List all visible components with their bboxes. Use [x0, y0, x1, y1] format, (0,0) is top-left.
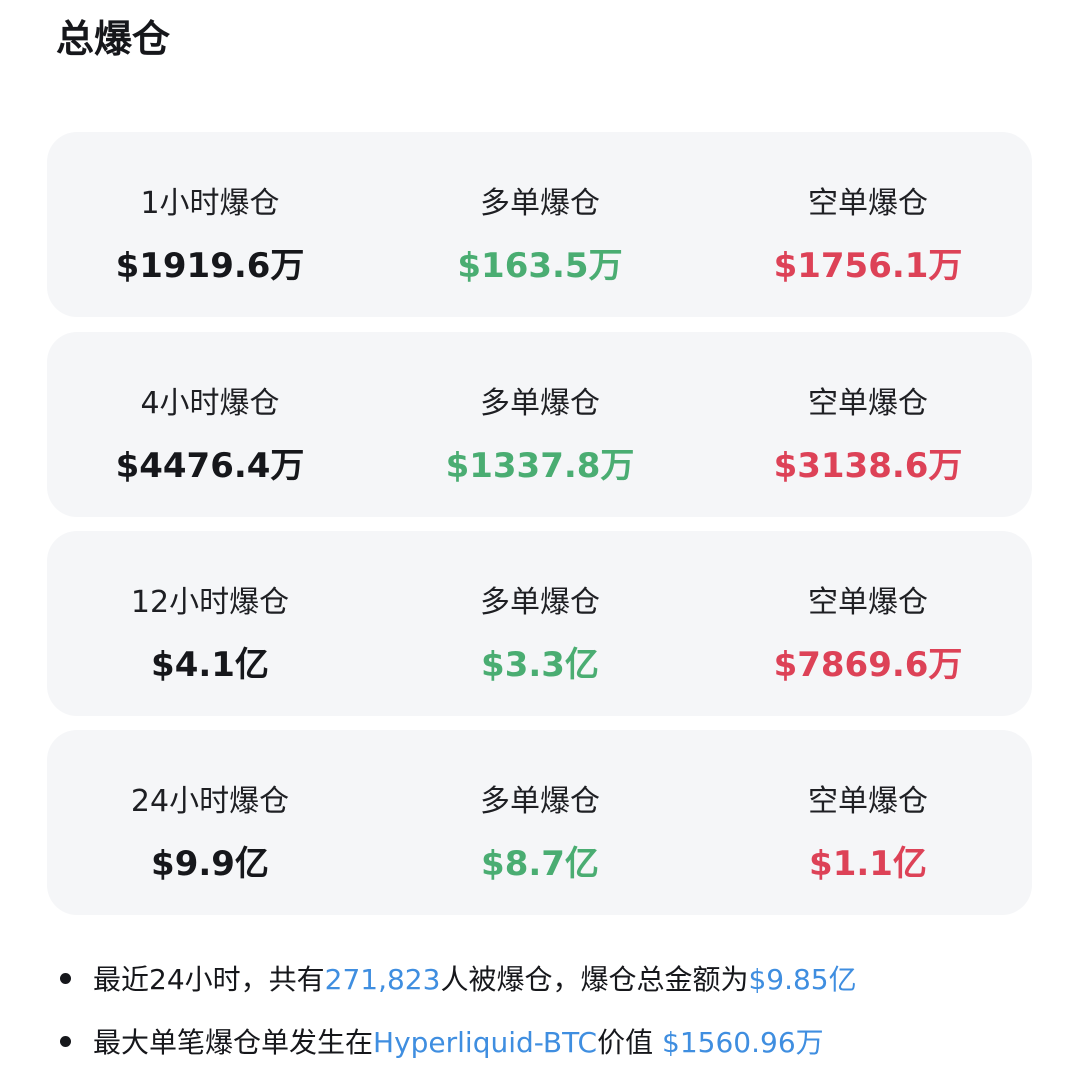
note-text: 最近24小时，共有 [93, 963, 325, 996]
stat-label: 多单爆仓 [480, 186, 600, 221]
largest-order-value: $1560.96万 [662, 1026, 824, 1059]
exchange-pair-link[interactable]: Hyperliquid-BTC [373, 1026, 598, 1059]
note-text: 最大单笔爆仓单发生在 [93, 1026, 374, 1059]
stat-value: $1919.6万 [115, 246, 305, 286]
stat-label: 空单爆仓 [808, 585, 928, 620]
total-amount: $9.85亿 [748, 963, 857, 996]
stat-label: 空单爆仓 [808, 784, 928, 819]
note-24h-summary: 最近24小时，共有271,823人被爆仓，爆仓总金额为$9.85亿 [60, 958, 857, 998]
stat-label: 1小时爆仓 [140, 186, 280, 221]
stat-value: $3.3亿 [481, 645, 599, 685]
stat-value: $4476.4万 [115, 446, 305, 486]
liquidated-count: 271,823 [324, 963, 441, 996]
stat-label: 12小时爆仓 [130, 585, 290, 620]
stat-value: $8.7亿 [481, 844, 599, 884]
note-text: 价值 [597, 1026, 663, 1059]
note-text: 人被爆仓，爆仓总金额为 [440, 963, 749, 996]
page-title: 总爆仓 [56, 17, 171, 61]
stat-value: $1756.1万 [773, 246, 963, 286]
stat-label: 空单爆仓 [808, 186, 928, 221]
stat-value: $3138.6万 [773, 446, 963, 486]
stat-value: $9.9亿 [151, 844, 269, 884]
stat-label: 4小时爆仓 [140, 386, 280, 421]
stat-label: 空单爆仓 [808, 386, 928, 421]
bullet-icon [60, 1035, 71, 1047]
liquidation-card: 24小时爆仓 $9.9亿 多单爆仓 $8.7亿 空单爆仓 $1.1亿 [47, 730, 1032, 915]
stat-value: $7869.6万 [773, 645, 963, 685]
stat-label: 多单爆仓 [480, 386, 600, 421]
note-largest-order: 最大单笔爆仓单发生在Hyperliquid-BTC价值 $1560.96万 [60, 1021, 824, 1061]
liquidation-card: 12小时爆仓 $4.1亿 多单爆仓 $3.3亿 空单爆仓 $7869.6万 [47, 531, 1032, 716]
stat-label: 24小时爆仓 [130, 784, 290, 819]
liquidation-card: 4小时爆仓 $4476.4万 多单爆仓 $1337.8万 空单爆仓 $3138.6万 [47, 332, 1032, 517]
bullet-icon [60, 972, 71, 984]
stat-value: $1337.8万 [445, 446, 635, 486]
stat-value: $1.1亿 [809, 844, 927, 884]
stat-value: $4.1亿 [151, 645, 269, 685]
stat-label: 多单爆仓 [480, 585, 600, 620]
stat-label: 多单爆仓 [480, 784, 600, 819]
stat-value: $163.5万 [457, 246, 623, 286]
liquidation-card: 1小时爆仓 $1919.6万 多单爆仓 $163.5万 空单爆仓 $1756.1万 [47, 132, 1032, 317]
